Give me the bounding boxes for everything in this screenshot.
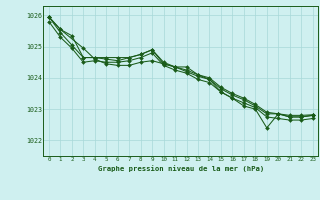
X-axis label: Graphe pression niveau de la mer (hPa): Graphe pression niveau de la mer (hPa) (98, 165, 264, 172)
